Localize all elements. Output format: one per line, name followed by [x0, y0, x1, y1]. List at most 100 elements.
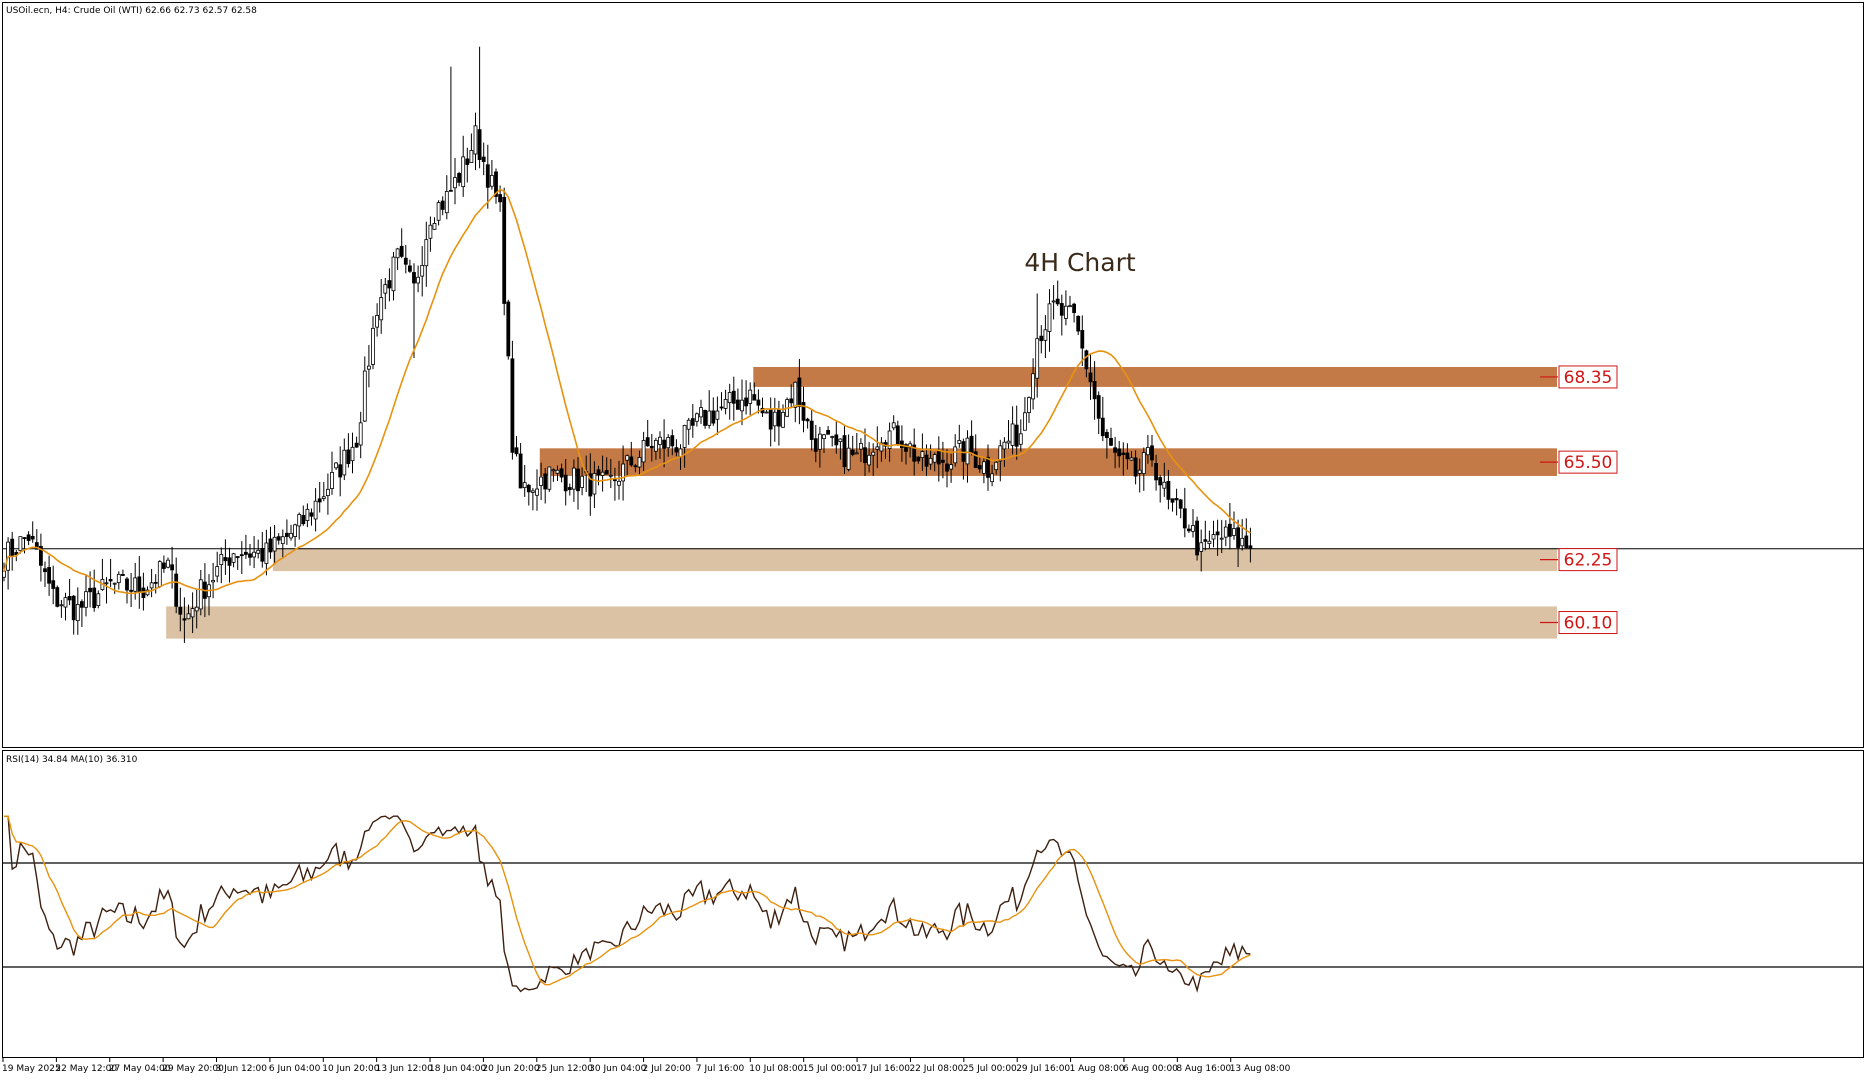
candle [1068, 295, 1072, 308]
candle [346, 433, 351, 468]
candle [379, 279, 384, 334]
candle [1088, 353, 1093, 400]
candle [375, 303, 380, 337]
candle [576, 457, 580, 510]
candle [772, 397, 777, 442]
candle [871, 443, 876, 476]
level-label-box [1558, 365, 1618, 389]
candle [55, 585, 60, 608]
candle [699, 399, 703, 424]
x-tick-label: 3 Jun 12:00 [216, 1064, 268, 1074]
x-tick-label: 29 May 20:00 [162, 1064, 224, 1074]
x-tick-label: 2 Jul 20:00 [643, 1064, 692, 1074]
candle [494, 168, 498, 204]
candle [658, 431, 662, 459]
candle [1076, 315, 1081, 335]
candle [1051, 285, 1056, 320]
candle [161, 555, 166, 573]
candle [280, 529, 285, 558]
candle [625, 454, 630, 477]
candle [67, 578, 72, 606]
candle [535, 469, 539, 511]
candle [965, 430, 970, 483]
candle [71, 595, 76, 635]
candle [1043, 315, 1048, 359]
candle [338, 446, 343, 497]
candle [116, 571, 121, 590]
candle [325, 473, 330, 515]
candle [268, 526, 273, 559]
candle [510, 340, 515, 460]
candle [477, 46, 482, 169]
candle [633, 464, 638, 473]
candle [342, 438, 347, 481]
candle [891, 415, 896, 431]
candle [305, 503, 310, 528]
x-tick-label: 19 May 2025 [2, 1064, 61, 1074]
candle [531, 488, 535, 511]
candle [1166, 469, 1171, 510]
candle [834, 421, 839, 454]
candle [941, 441, 945, 479]
candle [186, 604, 191, 620]
candle [982, 456, 986, 484]
candle [407, 259, 412, 273]
candle [1080, 315, 1085, 367]
candle [617, 460, 621, 500]
candle [998, 439, 1003, 482]
candle [875, 426, 880, 469]
candle [243, 534, 248, 559]
candle [977, 456, 982, 473]
candle [92, 569, 97, 612]
x-tick-label: 25 Jun 12:00 [536, 1064, 593, 1074]
candle [334, 462, 339, 471]
candle [719, 392, 724, 411]
candle [826, 426, 830, 435]
candle [59, 599, 64, 618]
x-tick-label: 30 Jun 04:00 [589, 1064, 646, 1074]
candle [80, 599, 84, 628]
candle [580, 467, 584, 496]
candle [84, 573, 88, 617]
candle [859, 438, 863, 463]
candle [1240, 519, 1245, 551]
candle [686, 417, 691, 445]
candle [1064, 290, 1068, 326]
candle [63, 592, 68, 621]
ma-layer [3, 188, 1251, 595]
candle [293, 523, 298, 547]
candle [481, 142, 486, 176]
candle [412, 263, 416, 359]
candle [994, 460, 999, 475]
candle [395, 247, 400, 270]
candle [330, 451, 334, 495]
candle [1248, 527, 1253, 563]
candle [752, 382, 757, 401]
candle [715, 396, 720, 435]
candle [572, 459, 576, 502]
candle [850, 435, 855, 457]
candle [444, 175, 449, 220]
candle [567, 483, 572, 496]
candle [436, 200, 441, 226]
rsi-ma-line [4, 815, 1251, 986]
candle [912, 428, 917, 476]
candle [1232, 511, 1236, 540]
support-zone [166, 606, 1557, 639]
level-label: 60.10 [1564, 614, 1613, 634]
x-tick-label: 22 Jul 08:00 [909, 1064, 963, 1074]
candle [1154, 454, 1158, 491]
candle [1092, 361, 1097, 420]
candle [736, 388, 740, 410]
level-labels-layer: 68.35 65.50 62.25 60.10 [1540, 365, 1618, 635]
candle [321, 482, 326, 502]
level-label-box [1558, 450, 1618, 474]
candle [990, 464, 994, 487]
candle [600, 455, 605, 492]
candle [453, 158, 457, 205]
candle [174, 557, 179, 614]
candle [711, 397, 716, 426]
candle [1121, 442, 1126, 476]
